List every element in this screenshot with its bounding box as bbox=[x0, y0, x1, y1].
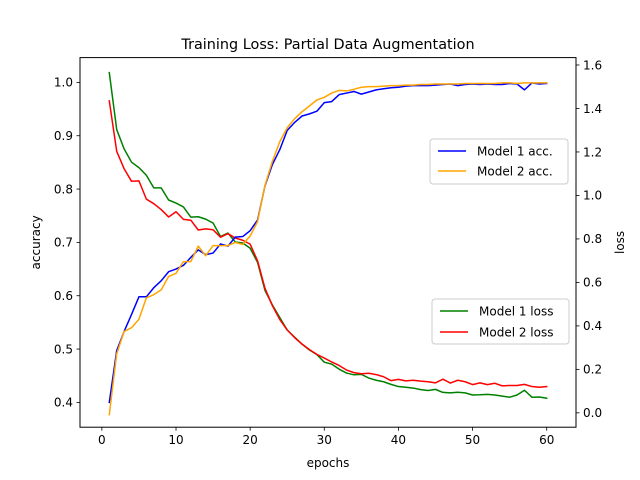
x-tick-label: 60 bbox=[539, 433, 554, 447]
y-left-tick-label: 0.8 bbox=[54, 182, 73, 196]
y-right-tick-label: 1.6 bbox=[583, 58, 602, 72]
x-tick-label: 40 bbox=[391, 433, 406, 447]
legend-model2-loss-label: Model 2 loss bbox=[479, 326, 553, 340]
y-right-tick-label: 0.2 bbox=[583, 363, 602, 377]
y-right-tick-label: 0.4 bbox=[583, 319, 602, 333]
series-layer bbox=[108, 71, 548, 416]
y-right-tick-label: 0.6 bbox=[583, 276, 602, 290]
y-left-tick-label: 0.5 bbox=[54, 342, 73, 356]
y-left-tick-label: 0.9 bbox=[54, 129, 73, 143]
y-axis-label-left: accuracy bbox=[29, 215, 43, 269]
x-tick-label: 10 bbox=[168, 433, 183, 447]
y-right-tick-label: 1.0 bbox=[583, 189, 602, 203]
legend-loss: Model 1 loss Model 2 loss bbox=[431, 298, 570, 345]
y-left-tick-label: 1.0 bbox=[54, 76, 73, 90]
y-left-tick-label: 0.4 bbox=[54, 396, 73, 410]
x-tick-label: 50 bbox=[465, 433, 480, 447]
x-tick-label: 20 bbox=[243, 433, 258, 447]
legend-model2-acc-label: Model 2 acc. bbox=[477, 165, 553, 179]
y-right-tick-label: 0.8 bbox=[583, 232, 602, 246]
y-right-tick-label: 0.0 bbox=[583, 406, 602, 420]
chart-title: Training Loss: Partial Data Augmentation bbox=[180, 37, 474, 53]
ticks-layer: 0 10 20 30 40 50 60 0.4 0.5 0.6 0.7 0.8 0.9 1.0 0.0 0.2… bbox=[54, 58, 602, 447]
series-line-model-1-loss bbox=[108, 71, 548, 400]
series-line-model-1-acc bbox=[108, 82, 548, 404]
y-left-tick-label: 0.6 bbox=[54, 289, 73, 303]
y-right-tick-label: 1.2 bbox=[583, 145, 602, 159]
legend-model1-loss-label: Model 1 loss bbox=[479, 305, 553, 319]
x-axis-label: epochs bbox=[307, 456, 350, 470]
y-right-tick-label: 1.4 bbox=[583, 102, 602, 116]
x-tick-label: 30 bbox=[317, 433, 332, 447]
legend-model1-acc-label: Model 1 acc. bbox=[477, 145, 553, 159]
y-left-tick-label: 0.7 bbox=[54, 236, 73, 250]
legend-accuracy: Model 1 acc. Model 2 acc. bbox=[429, 138, 569, 185]
y-axis-label-right: loss bbox=[613, 231, 627, 254]
plot-frame bbox=[79, 57, 577, 428]
series-line-model-2-acc bbox=[108, 82, 548, 416]
x-tick-label: 0 bbox=[98, 433, 106, 447]
series-line-model-2-loss bbox=[108, 100, 548, 388]
